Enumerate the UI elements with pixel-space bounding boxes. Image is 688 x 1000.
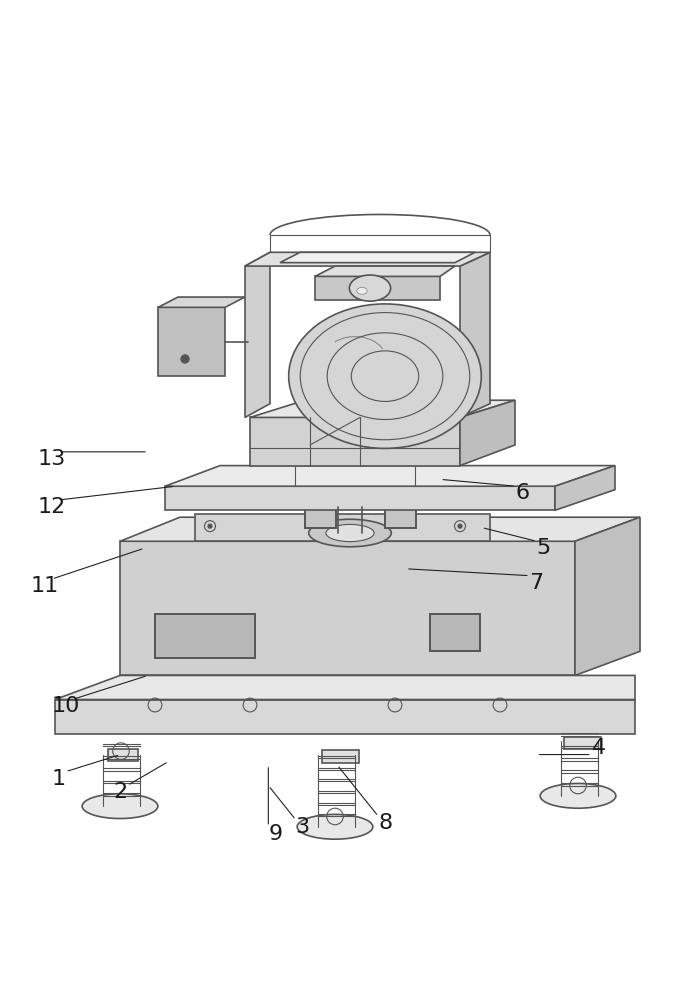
Bar: [305, 507, 336, 528]
Text: 7: 7: [530, 573, 544, 593]
Bar: [322, 750, 359, 763]
Polygon shape: [280, 252, 475, 263]
Polygon shape: [315, 276, 440, 300]
Text: 6: 6: [516, 483, 530, 503]
Polygon shape: [165, 466, 615, 486]
Ellipse shape: [540, 783, 616, 808]
Polygon shape: [55, 675, 635, 700]
Ellipse shape: [166, 311, 213, 370]
Polygon shape: [575, 517, 640, 675]
Ellipse shape: [297, 814, 373, 839]
Text: 13: 13: [37, 449, 66, 469]
Bar: [564, 737, 601, 749]
Text: 8: 8: [378, 813, 392, 833]
Bar: [430, 614, 480, 651]
Text: 2: 2: [114, 782, 127, 802]
Polygon shape: [55, 700, 635, 734]
Ellipse shape: [309, 519, 391, 547]
Circle shape: [181, 355, 189, 363]
Ellipse shape: [326, 524, 374, 542]
Ellipse shape: [82, 794, 158, 819]
Bar: [430, 614, 480, 651]
Text: 12: 12: [37, 497, 66, 517]
Polygon shape: [195, 514, 490, 541]
Text: 9: 9: [268, 824, 282, 844]
Bar: [155, 614, 255, 658]
Ellipse shape: [357, 287, 367, 294]
Bar: [155, 614, 255, 658]
Bar: [108, 749, 138, 761]
Ellipse shape: [289, 304, 482, 448]
Polygon shape: [460, 400, 515, 466]
Polygon shape: [245, 252, 270, 417]
Polygon shape: [158, 307, 225, 376]
Polygon shape: [460, 252, 490, 417]
Polygon shape: [315, 266, 455, 276]
Text: 4: 4: [592, 738, 605, 758]
Bar: [385, 507, 416, 528]
Text: 11: 11: [30, 576, 59, 596]
Polygon shape: [120, 517, 640, 541]
Bar: [305, 507, 336, 528]
Polygon shape: [158, 297, 245, 307]
Polygon shape: [165, 486, 555, 510]
Bar: [385, 507, 416, 528]
Text: 5: 5: [537, 538, 550, 558]
Ellipse shape: [350, 275, 391, 301]
Text: 3: 3: [296, 817, 310, 837]
Text: 1: 1: [52, 769, 65, 789]
Polygon shape: [555, 466, 615, 510]
Circle shape: [458, 524, 462, 528]
Polygon shape: [245, 252, 490, 266]
Text: 10: 10: [51, 696, 80, 716]
Polygon shape: [250, 417, 460, 466]
Polygon shape: [120, 541, 575, 675]
Polygon shape: [250, 400, 515, 417]
Circle shape: [208, 524, 212, 528]
